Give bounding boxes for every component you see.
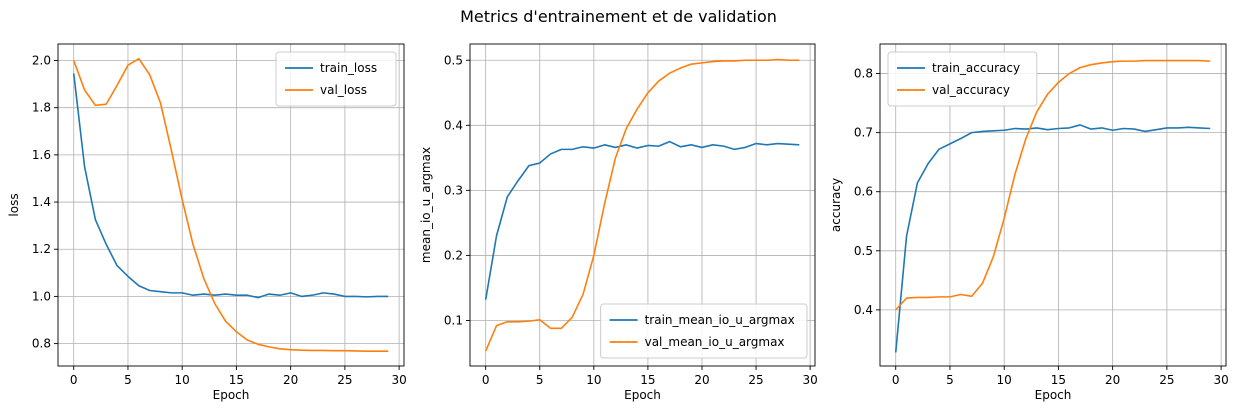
loss-xtick-label: 10 (175, 373, 190, 387)
loss-ytick-label: 1.2 (32, 242, 51, 256)
loss-xtick-label: 5 (124, 373, 132, 387)
figure-title: Metrics d'entrainement et de validation (460, 7, 777, 26)
loss-series-val_loss (72, 57, 389, 352)
loss-xtick-label: 15 (229, 373, 244, 387)
loss-legend-label: train_loss (320, 61, 377, 75)
loss-ytick-label: 0.8 (32, 337, 51, 351)
loss-ytick-label: 1.4 (32, 195, 51, 209)
loss-ytick-label: 1.0 (32, 289, 51, 303)
loss-ylabel: loss (7, 193, 21, 216)
loss-xtick-label: 20 (283, 373, 298, 387)
loss-legend-label: val_loss (320, 83, 367, 97)
loss-ytick-label: 1.6 (32, 148, 51, 162)
loss-xlabel: Epoch (213, 388, 250, 402)
loss-legend-box (275, 51, 397, 107)
loss-axes-frame (57, 43, 405, 367)
loss-ytick-label: 2.0 (32, 54, 51, 68)
loss-series-train_loss (72, 73, 389, 299)
loss-xtick-label: 0 (70, 373, 78, 387)
loss-xtick-label: 25 (337, 373, 352, 387)
loss-legend: train_loss val_loss (275, 51, 397, 107)
loss-xtick-label: 30 (391, 373, 406, 387)
loss-ytick-label: 1.8 (32, 101, 51, 115)
